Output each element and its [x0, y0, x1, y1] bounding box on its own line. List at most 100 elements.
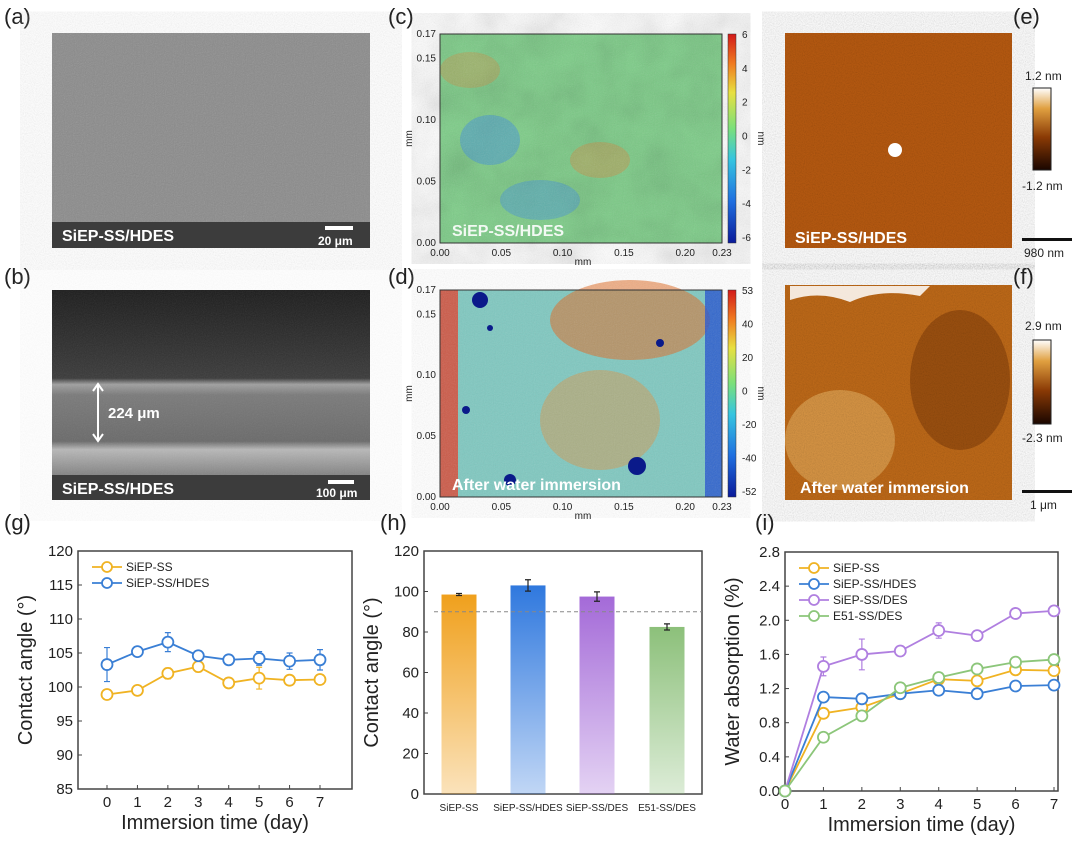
y-tick-label: 1.2: [759, 681, 780, 698]
x-tick-label: 1: [819, 796, 827, 813]
y-tick-label: 0.17: [417, 29, 437, 40]
x-tick-label: 4: [225, 794, 233, 811]
data-point: [283, 654, 296, 668]
error-bar: [594, 591, 600, 602]
colorbar-tick-label: 2: [742, 98, 748, 109]
colorbar-tick-label: -4: [742, 199, 751, 210]
y-tick-label: 0: [411, 786, 419, 803]
data-point: [855, 692, 869, 706]
y-tick-label: 0.4: [759, 749, 780, 766]
category-label: SiEP-SS/DES: [566, 803, 629, 814]
y-axis-label: Contact angle (°): [15, 595, 37, 745]
data-point: [313, 673, 327, 686]
colorbar-tick-label: -52: [742, 487, 757, 498]
afm-max-e: 1.2 nm: [1025, 69, 1062, 83]
colorbar-unit: nm: [755, 387, 766, 401]
data-point: [970, 662, 984, 676]
y-tick-label: 120: [394, 543, 419, 560]
x-tick-label: 0: [781, 796, 789, 813]
colorbar-tick-label: 4: [742, 64, 748, 75]
colorbar-tick-label: -6: [742, 233, 751, 244]
scale-label-f: 1 μm: [1030, 498, 1057, 512]
colorbar-tick-label: 0: [742, 387, 748, 398]
x-tick-label: 1: [133, 794, 141, 811]
data-point: [855, 648, 869, 661]
x-axis-label: mm: [575, 257, 592, 268]
x-tick-label: 0.15: [614, 502, 634, 513]
x-tick-label: 0.00: [430, 248, 450, 259]
x-tick-label: 0.05: [492, 248, 512, 259]
legend-marker: [808, 594, 820, 606]
x-tick-label: 0.23: [712, 502, 732, 513]
x-tick-label: 4: [935, 796, 943, 813]
y-tick-label: 80: [402, 624, 419, 641]
y-axis-label: Contact angle (°): [361, 597, 383, 747]
x-tick-label: 3: [194, 794, 202, 811]
data-point: [191, 660, 205, 673]
sem-image-cross-section: 224 μm SiEP-SS/HDES 100 μm: [52, 290, 370, 500]
panel-label-h: (h): [380, 510, 407, 535]
error-bar: [456, 592, 462, 597]
bar: [649, 626, 685, 794]
series-line: [784, 609, 1055, 792]
y-tick-label: 20: [402, 746, 419, 763]
x-tick-label: 0: [103, 794, 111, 811]
afm-image-f: After water immersion: [785, 285, 1012, 500]
data-point: [1047, 678, 1061, 692]
y-tick-label: 2.8: [759, 544, 780, 561]
data-point: [161, 635, 175, 649]
caption-b: SiEP-SS/HDES: [62, 481, 174, 498]
panel-label-d: (d): [388, 264, 415, 289]
y-tick-label: 110: [49, 611, 73, 628]
data-point: [1047, 664, 1061, 678]
x-tick-label: 0.15: [614, 248, 634, 259]
x-tick-label: 7: [316, 794, 324, 811]
y-tick-label: 0.10: [417, 115, 437, 126]
colorbar-tick-label: -2: [742, 165, 751, 176]
colorbar-unit: nm: [755, 132, 766, 146]
colorbar-tick-label: -40: [742, 454, 757, 465]
y-tick-label: 0.05: [417, 431, 437, 442]
afm-max-f: 2.9 nm: [1025, 319, 1062, 333]
scale-label-a: 20 μm: [318, 234, 353, 248]
legend-marker: [101, 561, 113, 573]
data-point: [932, 624, 946, 637]
error-bar: [664, 623, 670, 631]
data-point: [817, 730, 830, 744]
data-point: [191, 649, 205, 663]
caption-f: After water immersion: [800, 480, 969, 497]
y-tick-label: 0.00: [417, 238, 437, 249]
chart-i: 0.0 0.4 0.8 1.2 1.6 2.0 2.4 2.8 0 1 2 3 4 5 6 7 Immersio…: [722, 544, 1061, 836]
series-line: [784, 658, 1055, 792]
data-point: [131, 684, 144, 697]
chart-g: 85 90 95 100 105 110 115 120 0 1 2 3 4 5 6 7 Immersion t…: [15, 543, 353, 834]
y-tick-label: 120: [48, 543, 73, 560]
scale-bar-f: [1022, 490, 1072, 493]
panel-label-i: (i): [755, 510, 775, 535]
colorbar-e: [1032, 87, 1052, 171]
x-tick-label: 7: [1050, 796, 1058, 813]
x-axis-label: mm: [575, 511, 592, 522]
x-tick-label: 6: [1011, 796, 1019, 813]
y-tick-label: 95: [56, 713, 73, 730]
data-point: [778, 784, 792, 798]
series-line: [784, 684, 1055, 792]
panel-label-g: (g): [4, 510, 31, 535]
x-tick-label: 0.00: [430, 502, 450, 513]
x-tick-label: 5: [255, 794, 263, 811]
panel-label-a: (a): [4, 4, 31, 29]
legend-marker: [101, 577, 113, 589]
legend-label: SiEP-SS/DES: [833, 593, 908, 607]
data-point: [817, 659, 830, 673]
x-tick-label: 0.20: [675, 248, 695, 259]
afm-min-f: -2.3 nm: [1022, 431, 1063, 445]
colorbar: [727, 33, 737, 244]
y-tick-label: 0.15: [417, 54, 437, 65]
data-point: [893, 644, 907, 658]
x-tick-label: 0.23: [712, 248, 732, 259]
sem-image-surface: SiEP-SS/HDES 20 μm: [52, 33, 370, 248]
data-point: [100, 658, 114, 671]
bar: [441, 594, 477, 794]
x-axis-label: Immersion time (day): [121, 812, 309, 834]
